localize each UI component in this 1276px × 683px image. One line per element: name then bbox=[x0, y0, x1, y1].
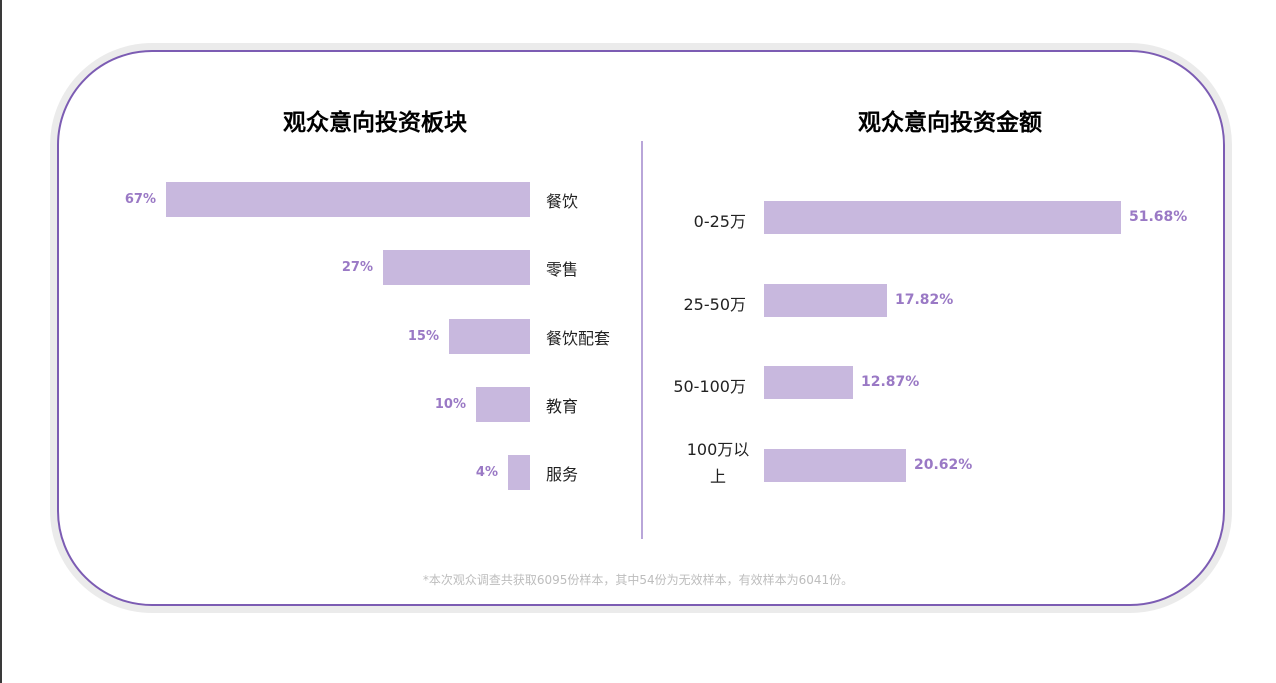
sector-bar bbox=[449, 318, 530, 354]
amount-chart-title: 观众意向投资金额 bbox=[858, 110, 1042, 136]
amount-category-label: 上 bbox=[709, 467, 726, 486]
amount-bar bbox=[764, 201, 1121, 234]
sector-chart-title: 观众意向投资板块 bbox=[283, 110, 467, 136]
sector-category-label: 服务 bbox=[546, 465, 579, 484]
sector-value-label: 10% bbox=[434, 396, 466, 412]
amount-category-label: 100万以 bbox=[686, 440, 750, 459]
amount-category-label: 50-100万 bbox=[673, 377, 746, 396]
amount-value-label: 20.62% bbox=[914, 457, 973, 473]
survey-footnote: *本次观众调查共获取6095份样本，其中54份为无效样本，有效样本为6041份。 bbox=[422, 573, 854, 587]
amount-bar bbox=[764, 366, 853, 399]
amount-category-label: 0-25万 bbox=[693, 212, 746, 231]
amount-bar bbox=[764, 449, 906, 482]
window-edge bbox=[0, 0, 2, 683]
amount-category-label: 25-50万 bbox=[683, 295, 747, 314]
sector-category-label: 餐饮 bbox=[546, 192, 579, 211]
amount-bar bbox=[764, 284, 887, 317]
sector-value-label: 15% bbox=[407, 328, 439, 344]
sector-bar bbox=[476, 386, 530, 422]
chart-divider bbox=[641, 141, 643, 539]
sector-bar bbox=[166, 182, 530, 217]
amount-value-label: 51.68% bbox=[1129, 209, 1188, 225]
sector-category-label: 教育 bbox=[546, 396, 579, 416]
sector-bar bbox=[383, 250, 530, 286]
sector-bar bbox=[508, 455, 530, 490]
amount-value-label: 12.87% bbox=[861, 374, 920, 390]
amount-value-label: 17.82% bbox=[895, 292, 954, 308]
sector-category-label: 零售 bbox=[546, 260, 579, 280]
sector-category-label: 餐饮配套 bbox=[546, 328, 611, 348]
sector-value-label: 67% bbox=[124, 192, 156, 207]
sector-value-label: 4% bbox=[475, 465, 498, 480]
sector-value-label: 27% bbox=[341, 260, 373, 276]
